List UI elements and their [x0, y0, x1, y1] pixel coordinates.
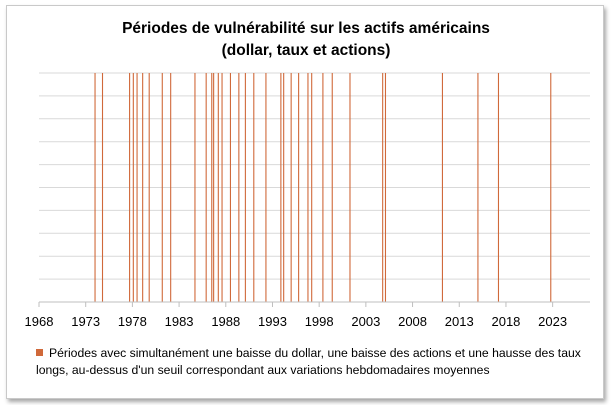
- chart-title: Périodes de vulnérabilité sur les actifs…: [0, 18, 612, 62]
- x-tick-label: 1983: [165, 314, 194, 329]
- chart-title-line2: (dollar, taux et actions): [221, 42, 391, 59]
- chart-frame: [6, 5, 604, 399]
- x-tick-label: 2018: [491, 314, 520, 329]
- x-tick-label: 1968: [25, 314, 54, 329]
- chart-legend: Périodes avec simultanément une baisse d…: [36, 345, 586, 379]
- x-tick-label: 2003: [351, 314, 380, 329]
- legend-swatch: [36, 349, 43, 356]
- x-tick-label: 1988: [211, 314, 240, 329]
- x-tick-label: 1973: [71, 314, 100, 329]
- x-tick-label: 2023: [538, 314, 567, 329]
- x-tick-label: 2008: [398, 314, 427, 329]
- x-tick-label: 2013: [445, 314, 474, 329]
- chart-title-line1: Périodes de vulnérabilité sur les actifs…: [122, 20, 490, 37]
- x-tick-label: 1998: [305, 314, 334, 329]
- x-tick-label: 1993: [258, 314, 287, 329]
- legend-label: Périodes avec simultanément une baisse d…: [36, 346, 581, 377]
- x-tick-label: 1978: [118, 314, 147, 329]
